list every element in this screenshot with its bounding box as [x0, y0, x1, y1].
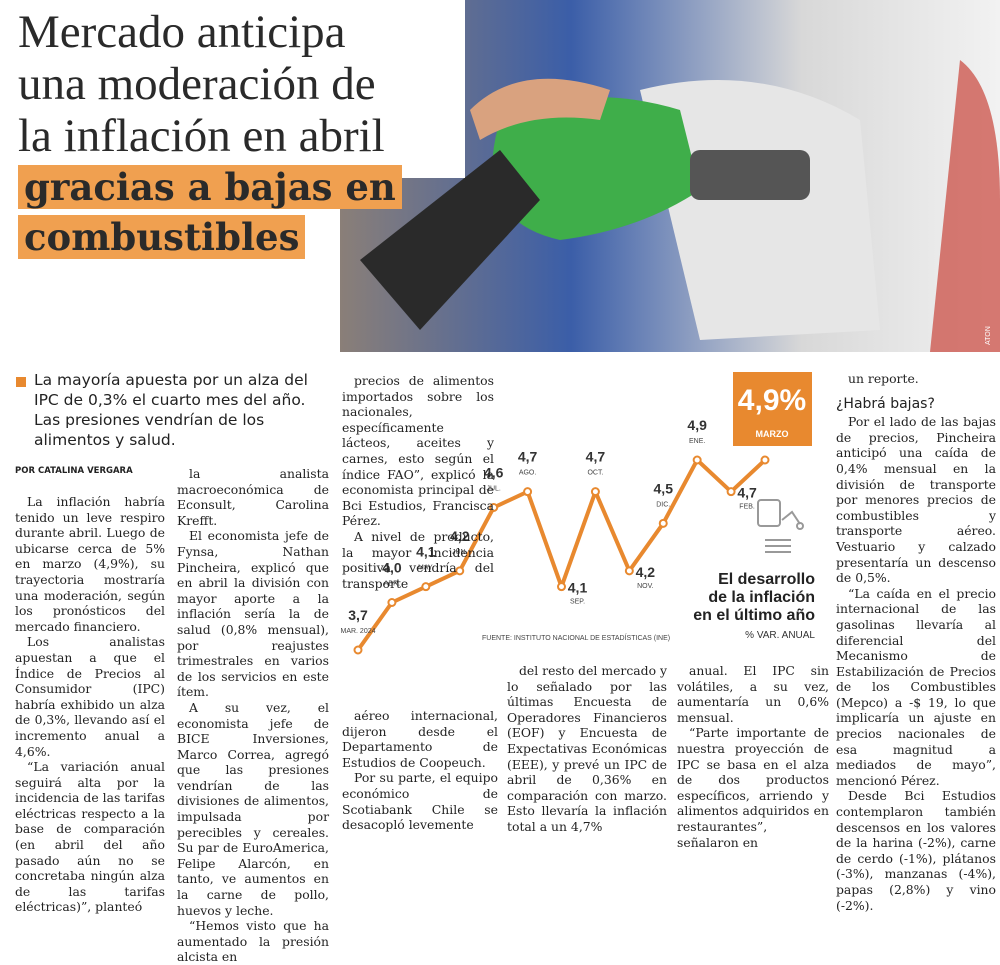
point	[387, 598, 397, 607]
category-label: JUL.	[486, 486, 500, 493]
paragraph: anual. El IPC sin volátiles, a su vez, a…	[677, 663, 829, 725]
paragraph: El economista jefe de Fynsa, Nathan Pinc…	[177, 528, 329, 700]
category-label: AGO.	[519, 470, 537, 477]
column: del resto del mercado y lo señalado por …	[507, 663, 667, 835]
point	[760, 455, 770, 465]
column: La inflación habría tenido un leve respi…	[15, 494, 165, 915]
paragraph: aéreo internacional, dijeron desde el De…	[342, 708, 498, 770]
lead-bullet	[16, 377, 26, 387]
value-label: 4,2	[450, 528, 470, 544]
point	[557, 582, 566, 592]
point	[353, 645, 363, 655]
value-label: 4,0	[382, 560, 402, 576]
headline-highlight: gracias a bajas en	[18, 162, 468, 212]
category-label: MAR. 2024	[340, 628, 375, 635]
paragraph: “La variación anual seguirá alta por la …	[15, 759, 165, 915]
chart-subtitle: % VAR. ANUAL	[745, 630, 815, 641]
value-label: 4,5	[654, 480, 674, 496]
point	[455, 566, 465, 576]
paragraph: Por su parte, el equipo económico de Sco…	[342, 770, 498, 833]
column-part: un reporte.	[836, 371, 996, 387]
paragraph: la analista macroeconómica de Econsult, …	[177, 466, 329, 528]
photo	[340, 0, 1000, 352]
value-label: 4,6	[484, 465, 504, 481]
category-label: ENE.	[689, 438, 705, 445]
headline-line: Mercado anticipa	[18, 6, 346, 58]
point	[658, 518, 668, 528]
chart: 3,7 MAR. 2024 4,0 ABR. 4,1 MAY. 4,2 JUN. 4,6 JUL.…	[340, 384, 806, 655]
value-label: 4,2	[636, 564, 656, 580]
paragraph: A nivel de producto, la mayor incidencia…	[342, 528, 494, 591]
category-label: JUN.	[452, 549, 468, 556]
value-label: 4,7	[737, 485, 757, 501]
value-label: 4,9	[687, 417, 707, 433]
category-label: FEB.	[739, 504, 755, 511]
chart-title: El desarrollo de la inflación en el último…	[693, 571, 815, 624]
category-label: MARZO	[756, 429, 789, 439]
column: la analista macroeconómica de Econsult, …	[177, 466, 329, 965]
value-label: 4,1	[568, 580, 588, 596]
value-label: 4,7	[518, 449, 538, 465]
graphics: ATON El desarrollo de la inflación en el ú…	[10, 0, 1000, 655]
headline-highlight: combustibles	[18, 212, 468, 262]
column: un reporte. ¿Habrá bajas? Por el lado de…	[836, 371, 996, 913]
point	[692, 455, 702, 465]
point	[489, 503, 499, 512]
category-label: OCT.	[587, 470, 603, 477]
category-label: DIC.	[656, 501, 670, 508]
paragraph: A su vez, el economista jefe de BICE Inv…	[177, 699, 329, 918]
paragraph: “Hemos visto que ha aumentado la presión…	[177, 918, 329, 965]
highlight-box	[733, 372, 812, 446]
column-part: Por el lado de las bajas de precios, Pin…	[836, 414, 996, 913]
paragraph: “Parte importante de nuestra proyección …	[677, 725, 829, 850]
value-label: 4,9%	[738, 384, 806, 417]
value-label: 4,7	[586, 449, 606, 465]
point	[590, 487, 600, 497]
point	[624, 566, 634, 576]
point	[523, 487, 533, 497]
paragraph: precios de alimentos importados sobre lo…	[342, 373, 494, 529]
headline-line: una moderación de	[18, 58, 376, 110]
point	[726, 487, 736, 497]
column: aéreo internacional, dijeron desde el De…	[342, 708, 498, 833]
headline: Mercado anticipa una moderación de la in…	[18, 6, 468, 262]
paragraph: del resto del mercado y lo señalado por …	[507, 663, 667, 834]
headline-bg	[10, 0, 465, 178]
value-label: 4,1	[416, 544, 436, 560]
byline: POR CATALINA VERGARA	[15, 466, 133, 476]
category-label: NOV.	[637, 583, 654, 590]
column: precios de alimentos importados sobre lo…	[342, 373, 494, 591]
page: ATON El desarrollo de la inflación en el ú…	[10, 0, 1000, 965]
photo-credit: ATON	[985, 326, 992, 345]
money-icon	[757, 499, 804, 553]
paragraph: La inflación habría tenido un leve respi…	[15, 494, 165, 634]
category-label: MAY.	[418, 565, 434, 572]
paragraph: Por el lado de las bajas de precios, Pin…	[836, 414, 996, 586]
column: anual. El IPC sin volátiles, a su vez, a…	[677, 663, 829, 850]
category-label: SEP.	[570, 599, 585, 606]
point	[421, 582, 431, 592]
chart-source: FUENTE: INSTITUTO NACIONAL DE ESTADÍSTIC…	[482, 633, 670, 642]
lead: La mayoría apuesta por un alza del IPC d…	[34, 371, 308, 449]
paragraph: Desde Bci Estudios contemplaron también …	[836, 788, 996, 913]
headline-line: la inflación en abril	[18, 110, 385, 162]
paragraph: Los analistas apuestan a que el Índice d…	[15, 634, 165, 759]
paragraph: un reporte.	[848, 371, 919, 386]
category-label: ABR.	[384, 581, 400, 588]
paragraph: “La caída en el precio internacional de …	[836, 585, 996, 788]
value-label: 3,7	[348, 607, 368, 623]
subhead: ¿Habrá bajas?	[836, 395, 935, 412]
